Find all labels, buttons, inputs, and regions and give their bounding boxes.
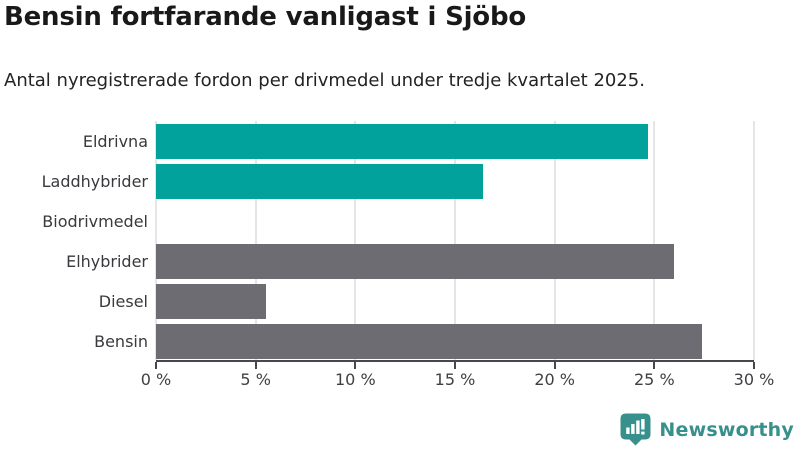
x-tick-mark	[653, 362, 656, 369]
gridline	[254, 121, 257, 360]
x-tick-mark	[254, 362, 257, 369]
gridline	[155, 121, 157, 360]
category-label: Biodrivmedel	[42, 211, 148, 231]
gridline	[454, 121, 456, 360]
category-label: Bensin	[94, 331, 148, 351]
chart-title: Bensin fortfarande vanligast i Sjöbo	[4, 2, 527, 32]
x-tick-label: 0 %	[140, 370, 172, 389]
plot-area	[155, 121, 755, 362]
bar-eldrivna	[156, 123, 649, 159]
category-label: Eldrivna	[82, 131, 148, 151]
x-tick-label: 5 %	[240, 370, 271, 389]
x-tick-mark	[553, 362, 556, 369]
x-tick-mark	[155, 362, 157, 369]
x-tick-label: 25 %	[634, 370, 675, 389]
category-label: Laddhybrider	[41, 171, 148, 191]
x-tick-mark	[454, 362, 456, 369]
newsworthy-bar-chart-bubble-icon	[620, 413, 651, 446]
bar-elhybrider	[156, 243, 675, 279]
x-tick-label: 20 %	[534, 370, 575, 389]
x-tick-mark	[354, 362, 357, 369]
x-tick-label: 15 %	[434, 370, 476, 389]
newsworthy-wordmark: Newsworthy	[659, 418, 794, 441]
category-labels: Eldrivna Laddhybrider Biodrivmedel Elhybrid…	[0, 121, 148, 361]
bar-diesel	[156, 283, 266, 319]
x-tick-label: 30 %	[733, 370, 775, 389]
gridline	[553, 121, 556, 360]
chart-subtitle: Antal nyregistrerade fordon per drivmede…	[4, 70, 645, 91]
bar-laddhybrider	[156, 163, 483, 199]
x-tick-mark	[753, 362, 755, 369]
category-label: Diesel	[98, 291, 148, 311]
x-tick-label: 10 %	[335, 370, 376, 389]
bar-bensin	[156, 323, 703, 359]
gridline	[354, 121, 357, 360]
gridline	[653, 121, 656, 360]
gridline	[753, 121, 755, 360]
category-label: Elhybrider	[66, 251, 148, 271]
newsworthy-logo: Newsworthy	[620, 413, 794, 446]
